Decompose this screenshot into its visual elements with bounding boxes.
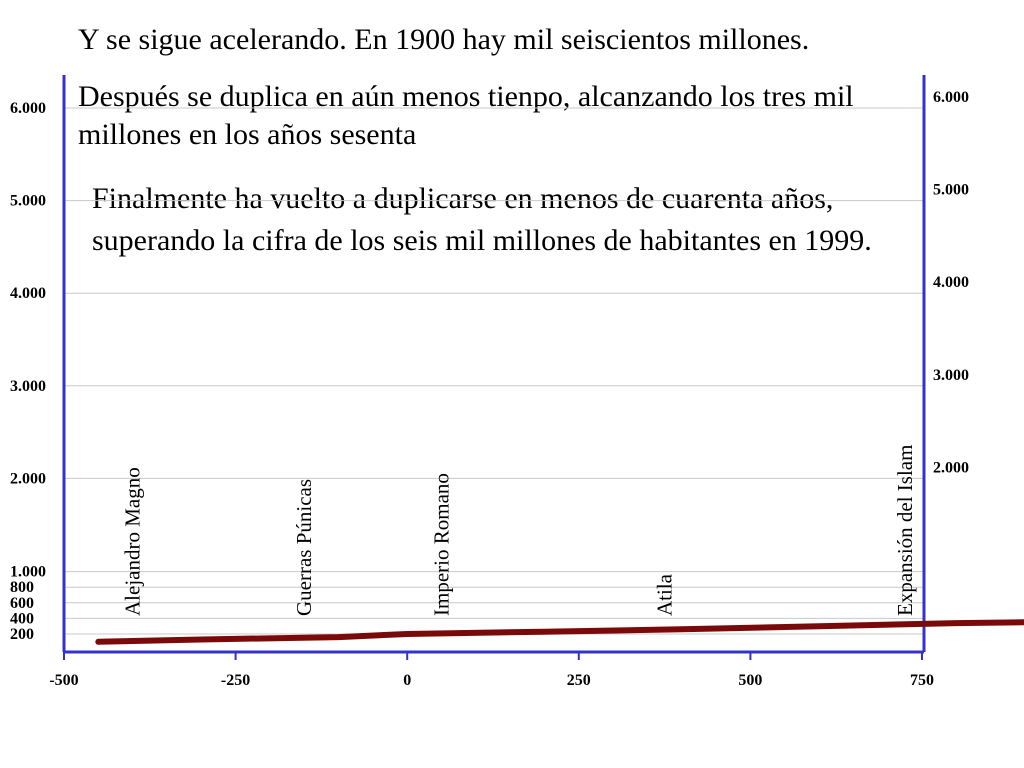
y-axis-right-labels: 2.000 3.000 4.000 5.000 6.000 [933,89,969,476]
y-tick-label-right: 2.000 [933,459,969,476]
x-tick-label: 0 [403,672,411,689]
x-tick-label: 750 [910,672,934,689]
x-tick-label: -500 [49,672,78,689]
y-tick-label: 4.000 [10,285,46,302]
y-tick-label-right: 6.000 [933,89,969,106]
y-tick-label: 400 [10,610,34,627]
event-label: Atila [653,573,677,616]
gridlines [64,107,924,635]
y-tick-label: 2.000 [10,470,46,487]
x-tick-label: 500 [738,672,762,689]
y-tick-label-right: 5.000 [933,182,969,199]
x-tick-label: 250 [567,672,591,689]
y-tick-label: 200 [10,626,34,643]
caption-line-3: Finalmente ha vuelto a duplicarse en men… [92,182,872,257]
y-tick-label-right: 3.000 [933,367,969,384]
axes [62,75,926,660]
x-tick-label: -250 [221,672,250,689]
y-tick-label: 1.000 [10,564,46,581]
event-labels: Alejandro Magno Guerras Púnicas Imperio Ro… [121,445,917,616]
event-label: Imperio Romano [430,473,454,616]
series [95,619,1024,645]
event-label: Guerras Púnicas [292,479,316,616]
event-label: Alejandro Magno [121,467,145,616]
y-tick-label: 600 [10,595,34,612]
y-tick-label-right: 4.000 [933,274,969,291]
y-tick-label: 6.000 [10,100,46,117]
y-tick-label: 5.000 [10,193,46,210]
x-axis-labels: -500-25002505007501.0001.2501.5001.750 [49,672,934,689]
y-tick-label: 800 [10,579,34,596]
caption-line-1: Y se sigue acelerando. En 1900 hay mil s… [78,23,810,56]
population-line [95,619,1024,645]
event-label: Expansión del Islam [893,445,917,616]
y-tick-label: 3.000 [10,378,46,395]
